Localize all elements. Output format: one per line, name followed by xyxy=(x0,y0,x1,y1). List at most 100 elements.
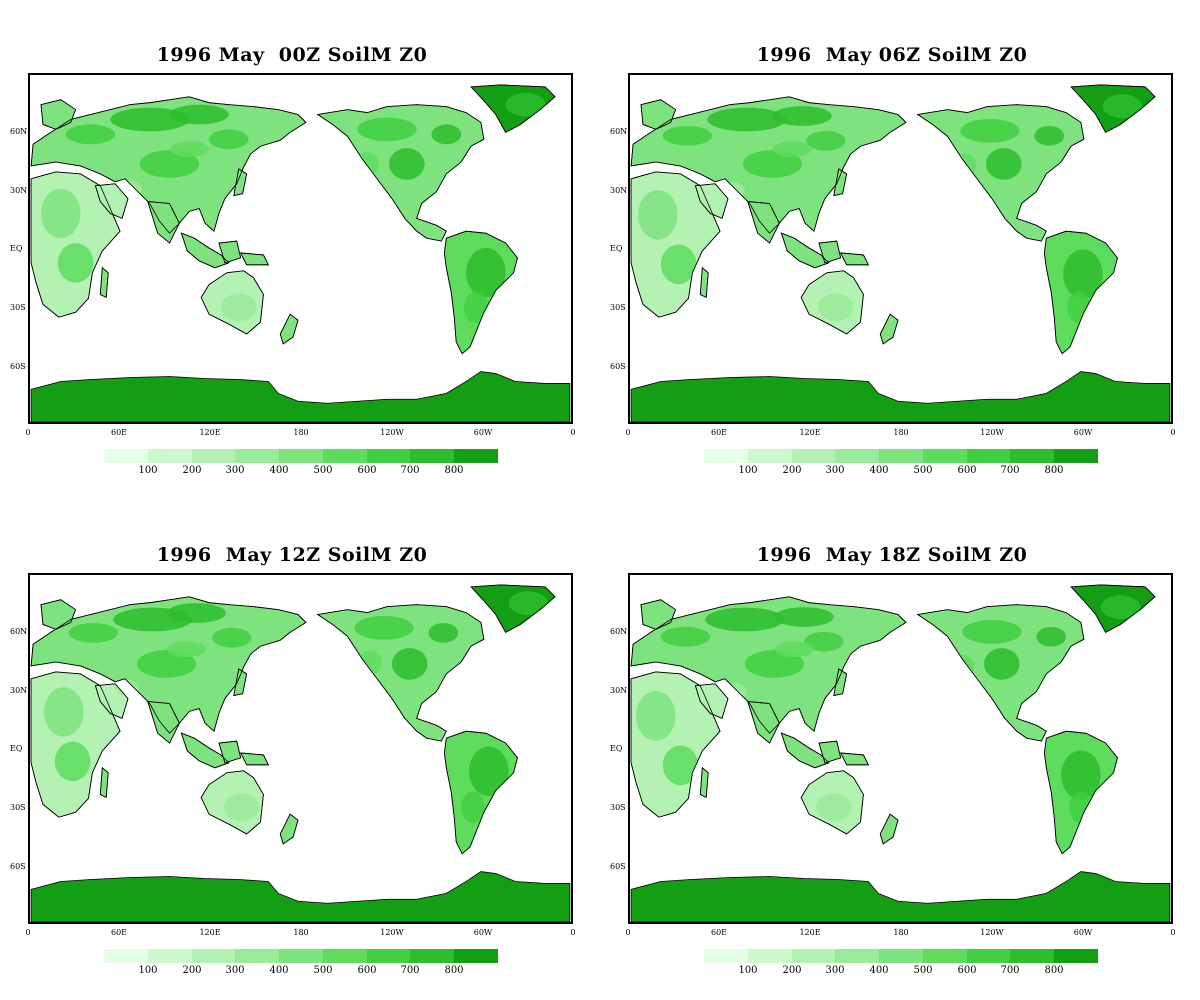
latitude-label: 60N xyxy=(610,627,628,636)
colorbar-swatch xyxy=(879,449,923,463)
longitude-label: 0 xyxy=(570,928,576,937)
antarctica-landmass xyxy=(30,871,571,922)
colorbar-label: 400 xyxy=(269,965,289,976)
colorbar-label: 400 xyxy=(269,465,289,476)
colorbar-swatch xyxy=(322,449,367,463)
longitude-label: 120E xyxy=(799,428,821,437)
longitude-label: 120E xyxy=(199,928,221,937)
map-panel: 1996 May 06Z SoilM Z0 60N 30N EQ 30S 60S 0 60E 1… xyxy=(610,0,1176,476)
longitude-label: 60E xyxy=(110,428,128,437)
colorbar-label: 600 xyxy=(357,965,377,976)
colorbar-swatch xyxy=(966,949,1011,963)
longitude-label: 60W xyxy=(1073,428,1093,437)
colorbar-label: 300 xyxy=(825,465,845,476)
antarctica-landmass xyxy=(630,871,1171,922)
colorbar-swatch xyxy=(835,449,880,463)
longitude-label: 0 xyxy=(1170,928,1176,937)
latitude-label: EQ xyxy=(610,744,623,753)
map-canvas xyxy=(630,84,1171,422)
longitude-label: 180 xyxy=(293,428,309,437)
colorbar-label: 700 xyxy=(1000,965,1020,976)
longitude-label: 120E xyxy=(799,928,821,937)
colorbar-swatch xyxy=(922,449,967,463)
colorbar-swatch xyxy=(147,949,192,963)
colorbar-swatch xyxy=(454,449,499,463)
longitude-label: 120W xyxy=(980,428,1004,437)
colorbar-label: 600 xyxy=(357,465,377,476)
longitude-label: 120W xyxy=(980,928,1004,937)
newguinea-landmass xyxy=(240,752,270,766)
colorbar-label: 800 xyxy=(1044,465,1064,476)
latitude-label: 60S xyxy=(10,862,26,871)
longitude-label: 60E xyxy=(710,428,728,437)
colorbar-swatch xyxy=(704,449,748,463)
colorbar xyxy=(704,449,1099,463)
longitude-label: 0 xyxy=(625,428,631,437)
latitude-label: 60N xyxy=(10,127,28,136)
colorbar-label: 200 xyxy=(782,465,802,476)
latitude-label: EQ xyxy=(10,244,23,253)
longitude-label: 120E xyxy=(199,428,221,437)
colorbar-label: 700 xyxy=(1000,465,1020,476)
latitude-label: 30N xyxy=(610,186,628,195)
colorbar xyxy=(104,949,499,963)
colorbar-label: 200 xyxy=(182,965,202,976)
colorbar-label: 700 xyxy=(400,965,420,976)
longitude-label: 180 xyxy=(893,428,909,437)
colorbar-swatch xyxy=(747,449,792,463)
latitude-label: 60N xyxy=(10,627,28,636)
antarctica-landmass xyxy=(630,371,1171,422)
longitude-label: 0 xyxy=(25,928,31,937)
colorbar-label: 400 xyxy=(869,465,889,476)
colorbar-swatch xyxy=(791,449,836,463)
map-canvas xyxy=(30,84,571,422)
colorbar-swatch xyxy=(1054,949,1099,963)
colorbar-label: 200 xyxy=(182,465,202,476)
colorbar-swatch xyxy=(791,949,836,963)
colorbar-swatch xyxy=(279,449,323,463)
colorbar-label: 200 xyxy=(782,965,802,976)
colorbar-label: 600 xyxy=(957,965,977,976)
latitude-label: 60S xyxy=(610,362,626,371)
newguinea-landmass xyxy=(840,752,870,766)
colorbar-label: 100 xyxy=(138,465,158,476)
colorbar-swatch xyxy=(366,449,411,463)
map-frame xyxy=(628,573,1173,924)
colorbar-label: 500 xyxy=(313,965,333,976)
map-frame xyxy=(628,73,1173,424)
colorbar-label: 100 xyxy=(738,465,758,476)
longitude-label: 60W xyxy=(473,928,493,937)
longitude-label: 120W xyxy=(380,928,404,937)
colorbar-swatch xyxy=(835,949,880,963)
map-panel: 1996 May 00Z SoilM Z0 60N 30N EQ 30S 60S 0 60E 1… xyxy=(10,0,576,476)
map-canvas xyxy=(30,584,571,922)
latitude-label: 60S xyxy=(610,862,626,871)
longitude-label: 0 xyxy=(25,428,31,437)
longitude-label: 120W xyxy=(380,428,404,437)
colorbar-label: 300 xyxy=(825,965,845,976)
colorbar-swatch xyxy=(1010,949,1055,963)
colorbar-label: 400 xyxy=(869,965,889,976)
panel-title: 1996 May 00Z SoilM Z0 xyxy=(156,44,428,66)
colorbar-label: 600 xyxy=(957,465,977,476)
colorbar-label: 300 xyxy=(225,965,245,976)
longitude-label: 60E xyxy=(110,928,128,937)
colorbar-label: 500 xyxy=(913,965,933,976)
colorbar-swatch xyxy=(454,949,499,963)
panel-title: 1996 May 12Z SoilM Z0 xyxy=(156,544,428,566)
colorbar-swatch xyxy=(879,949,923,963)
latitude-label: 30S xyxy=(10,303,26,312)
longitude-label: 0 xyxy=(1170,428,1176,437)
colorbar-swatch xyxy=(191,449,236,463)
latitude-label: 60N xyxy=(610,127,628,136)
newguinea-landmass xyxy=(240,252,270,266)
colorbar-label: 800 xyxy=(444,465,464,476)
colorbar-swatch xyxy=(410,449,455,463)
longitude-label: 60E xyxy=(710,928,728,937)
latitude-label: EQ xyxy=(10,744,23,753)
colorbar-label: 100 xyxy=(138,965,158,976)
colorbar-swatch xyxy=(322,949,367,963)
colorbar-swatch xyxy=(147,449,192,463)
longitude-label: 180 xyxy=(893,928,909,937)
colorbar-swatch xyxy=(1010,449,1055,463)
